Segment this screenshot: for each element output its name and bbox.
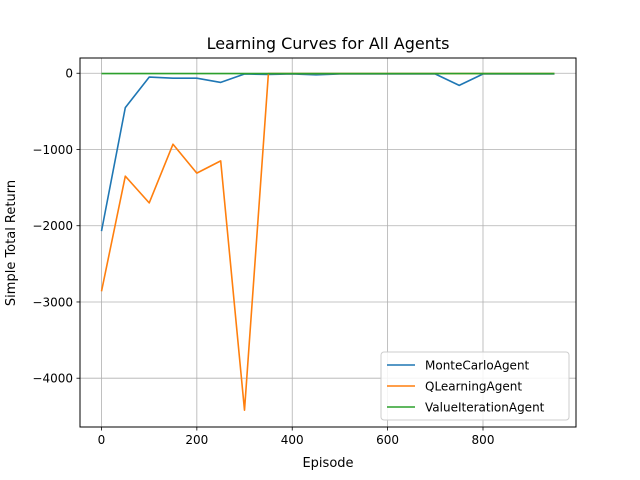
x-tick-label: 600 bbox=[376, 433, 399, 447]
chart-title: Learning Curves for All Agents bbox=[207, 34, 450, 53]
legend-label: ValueIterationAgent bbox=[425, 401, 545, 415]
y-tick-label: −4000 bbox=[32, 372, 73, 386]
y-tick-label: −3000 bbox=[32, 295, 73, 309]
legend-label: MonteCarloAgent bbox=[425, 359, 530, 373]
y-tick-label: −1000 bbox=[32, 143, 73, 157]
data-series bbox=[100, 72, 555, 412]
x-tick-label: 0 bbox=[98, 433, 106, 447]
axis-ticks: 0 200 400 600 800 0 −1000 −2000 −3000 −4000 bbox=[32, 67, 494, 447]
legend-label: QLearningAgent bbox=[425, 380, 522, 394]
legend-box bbox=[380, 351, 570, 421]
plot-frame bbox=[79, 57, 577, 428]
x-tick-label: 200 bbox=[185, 433, 208, 447]
y-tick-label: −2000 bbox=[32, 219, 73, 233]
x-tick-label: 400 bbox=[281, 433, 304, 447]
x-tick-label: 800 bbox=[472, 433, 495, 447]
x-axis-label: Episode bbox=[302, 456, 353, 471]
y-axis-label: Simple Total Return bbox=[4, 180, 19, 306]
y-tick-label: 0 bbox=[65, 67, 73, 81]
legend: MonteCarloAgent QLearningAgent ValueIterat… bbox=[380, 351, 570, 421]
